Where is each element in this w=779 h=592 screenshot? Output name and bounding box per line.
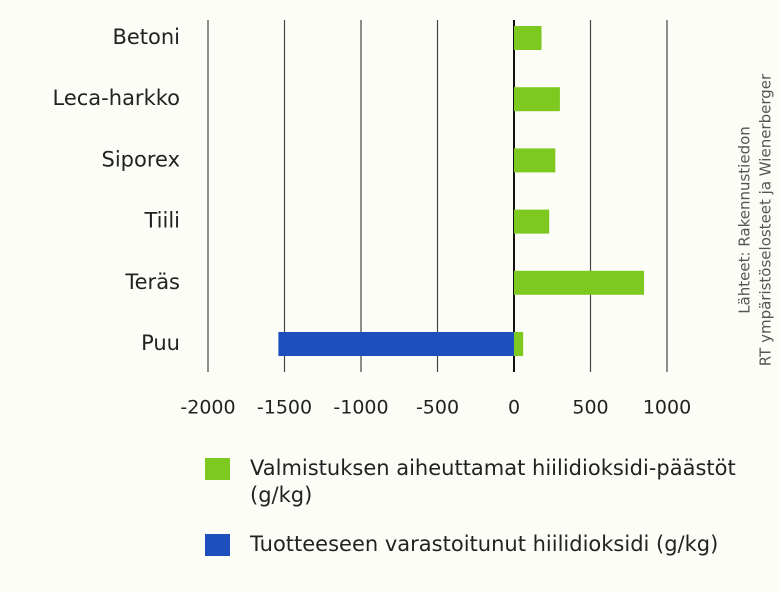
y-tick-label: Siporex [102, 147, 181, 171]
bar [514, 87, 560, 112]
bar [514, 209, 550, 234]
bar [514, 26, 542, 50]
bar [514, 148, 556, 173]
y-tick-label: Teräs [124, 270, 180, 294]
x-tick-label: 1000 [643, 397, 691, 419]
legend-swatch [205, 458, 230, 480]
bar [514, 270, 645, 295]
x-tick-label: -2000 [180, 397, 235, 419]
x-tick-label: 0 [508, 397, 520, 419]
source-note: Lähteet: Rakennustiedon [736, 126, 754, 314]
bar [278, 332, 514, 356]
legend-item: Tuotteeseen varastoitunut hiilidioksidi … [205, 531, 775, 558]
legend-label: Tuotteeseen varastoitunut hiilidioksidi … [250, 532, 719, 556]
legend-swatch [205, 534, 230, 556]
y-tick-label: Tiili [143, 209, 180, 233]
x-tick-label: -1000 [333, 397, 388, 419]
legend-item: Valmistuksen aiheuttamat hiilidioksidi-p… [205, 455, 775, 509]
x-tick-label: -1500 [257, 397, 312, 419]
bar [514, 332, 524, 356]
source-note: RT ympäristöselosteet ja Wienerberger [757, 73, 775, 366]
legend-label: Valmistuksen aiheuttamat hiilidioksidi-p… [250, 456, 736, 507]
x-tick-label: -500 [416, 397, 459, 419]
y-tick-label: Puu [141, 331, 180, 355]
y-tick-label: Leca-harkko [53, 86, 180, 110]
x-tick-label: 500 [572, 397, 608, 419]
y-tick-label: Betoni [112, 25, 180, 49]
